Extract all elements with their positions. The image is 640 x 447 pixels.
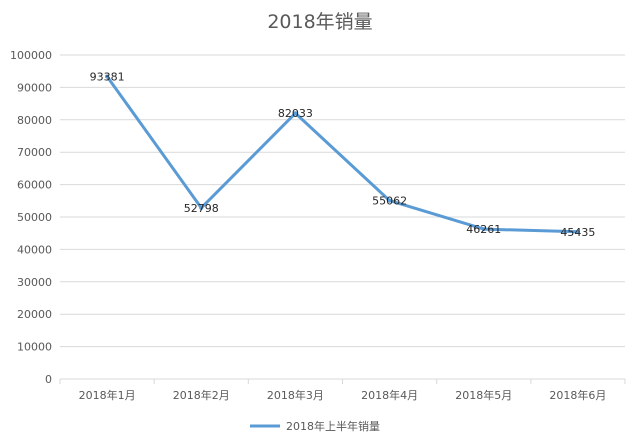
data-label: 46261 — [466, 223, 501, 236]
data-point — [293, 111, 298, 116]
y-tick-label: 80000 — [17, 114, 52, 127]
data-label: 93381 — [90, 70, 125, 83]
y-tick-label: 50000 — [17, 211, 52, 224]
y-tick-label: 70000 — [17, 146, 52, 159]
y-tick-label: 20000 — [17, 308, 52, 321]
y-tick-label: 60000 — [17, 179, 52, 192]
y-tick-label: 100000 — [10, 49, 52, 62]
data-point — [105, 74, 110, 79]
x-tick-label: 2018年1月 — [79, 388, 136, 402]
legend: 2018年上半年销量 — [250, 419, 380, 433]
x-tick-label: 2018年6月 — [549, 388, 606, 402]
chart-title: 2018年销量 — [267, 11, 372, 33]
y-tick-label: 0 — [45, 373, 52, 386]
data-point — [387, 198, 392, 203]
y-axis: 0 10000 20000 30000 40000 50000 60000 70000 8000… — [10, 49, 52, 386]
y-tick-label: 40000 — [17, 243, 52, 256]
series-line — [105, 74, 580, 234]
legend-label: 2018年上半年销量 — [286, 419, 380, 433]
data-label: 82033 — [278, 107, 313, 120]
data-labels: 93381 52798 82033 55062 46261 45435 — [90, 70, 596, 238]
x-tick-label: 2018年3月 — [267, 388, 324, 402]
y-tick-label: 30000 — [17, 276, 52, 289]
x-tick-label: 2018年2月 — [173, 388, 230, 402]
x-tick-label: 2018年5月 — [455, 388, 512, 402]
data-label: 45435 — [560, 226, 595, 239]
x-tick-label: 2018年4月 — [361, 388, 418, 402]
y-tick-label: 90000 — [17, 81, 52, 94]
data-label: 55062 — [372, 195, 407, 208]
data-point — [481, 227, 486, 232]
gridlines — [60, 54, 625, 348]
data-label: 52798 — [184, 202, 219, 215]
data-point — [575, 229, 580, 234]
data-point — [199, 205, 204, 210]
x-axis: 2018年1月 2018年2月 2018年3月 2018年4月 2018年5月 2018年… — [59, 379, 626, 402]
series-group — [105, 74, 580, 234]
y-tick-label: 10000 — [17, 341, 52, 354]
